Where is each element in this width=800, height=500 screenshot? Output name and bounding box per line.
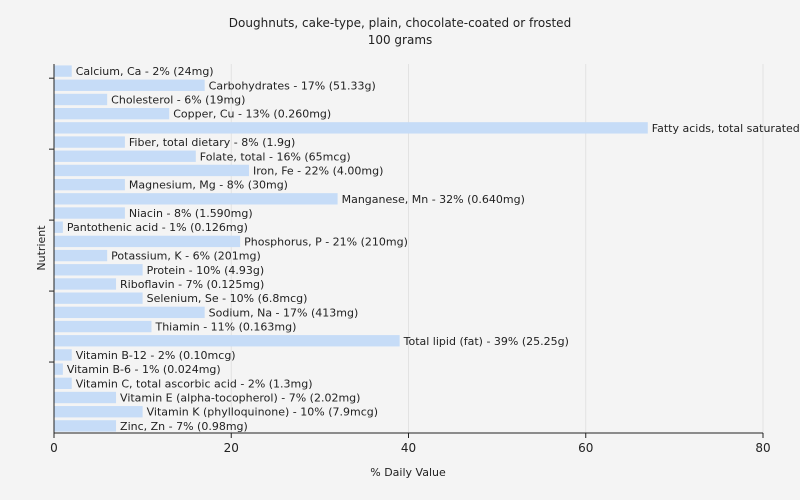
bar-label-22: Vitamin C, total ascorbic acid - 2% (1.3… <box>76 377 313 390</box>
bar-label-15: Riboflavin - 7% (0.125mg) <box>120 278 264 291</box>
bar-17 <box>54 306 205 319</box>
bars-group: Calcium, Ca - 2% (24mg)Carbohydrates - 1… <box>54 65 800 433</box>
bar-label-18: Thiamin - 11% (0.163mg) <box>154 321 296 334</box>
bar-12 <box>54 235 241 248</box>
bar-label-1: Carbohydrates - 17% (51.33g) <box>209 79 376 92</box>
bar-2 <box>54 93 108 106</box>
bar-1 <box>54 79 205 91</box>
bar-14 <box>54 264 143 276</box>
bar-label-13: Potassium, K - 6% (201mg) <box>111 250 261 263</box>
bar-label-5: Fiber, total dietary - 8% (1.9g) <box>129 136 295 149</box>
bar-label-17: Sodium, Na - 17% (413mg) <box>209 306 359 319</box>
bar-6 <box>54 150 196 162</box>
bar-7 <box>54 164 249 177</box>
axes-group: 0 20 40 60 80 <box>49 64 771 455</box>
bar-label-4: Fatty acids, total saturated - 67% (13.4… <box>652 122 800 135</box>
bar-label-9: Manganese, Mn - 32% (0.640mg) <box>342 193 525 206</box>
bar-13 <box>54 249 108 262</box>
x-tick-label-0: 0 <box>50 441 58 455</box>
bar-4 <box>54 122 648 134</box>
bar-20 <box>54 349 72 361</box>
bar-label-21: Vitamin B-6 - 1% (0.024mg) <box>67 363 221 376</box>
x-tick-label-80: 80 <box>755 441 770 455</box>
bar-label-19: Total lipid (fat) - 39% (25.25g) <box>403 335 569 348</box>
x-tick-label-20: 20 <box>224 441 239 455</box>
bar-0 <box>54 65 72 77</box>
x-tick-label-60: 60 <box>578 441 593 455</box>
bar-18 <box>54 320 152 333</box>
bar-label-3: Copper, Cu - 13% (0.260mg) <box>173 108 331 121</box>
bar-24 <box>54 406 143 418</box>
bar-5 <box>54 136 125 148</box>
bar-label-12: Phosphorus, P - 21% (210mg) <box>244 235 408 248</box>
bar-label-7: Iron, Fe - 22% (4.00mg) <box>253 164 383 177</box>
bar-10 <box>54 207 125 219</box>
bar-label-20: Vitamin B-12 - 2% (0.10mcg) <box>76 349 236 362</box>
bar-label-8: Magnesium, Mg - 8% (30mg) <box>129 179 288 192</box>
bar-8 <box>54 178 125 191</box>
y-axis-title: Nutrient <box>35 225 48 271</box>
bar-label-16: Selenium, Se - 10% (6.8mcg) <box>147 292 308 305</box>
x-tick-label-40: 40 <box>401 441 416 455</box>
bar-label-14: Protein - 10% (4.93g) <box>147 264 265 277</box>
bar-label-0: Calcium, Ca - 2% (24mg) <box>76 65 214 78</box>
bar-19 <box>54 335 400 347</box>
bar-9 <box>54 193 338 205</box>
bar-label-2: Cholesterol - 6% (19mg) <box>111 93 245 106</box>
bar-label-23: Vitamin E (alpha-tocopherol) - 7% (2.02m… <box>120 392 360 405</box>
bar-11 <box>54 221 63 233</box>
chart-title: Doughnuts, cake-type, plain, chocolate-c… <box>229 16 571 30</box>
bar-22 <box>54 377 72 390</box>
x-axis-title: % Daily Value <box>370 466 446 479</box>
bar-label-25: Zinc, Zn - 7% (0.98mg) <box>120 420 248 433</box>
bar-label-11: Pantothenic acid - 1% (0.126mg) <box>67 221 248 234</box>
chart-subtitle: 100 grams <box>368 33 433 47</box>
bar-21 <box>54 363 63 375</box>
bar-23 <box>54 391 117 404</box>
bar-16 <box>54 292 143 304</box>
bar-label-6: Folate, total - 16% (65mcg) <box>200 150 351 163</box>
bar-label-10: Niacin - 8% (1.590mg) <box>129 207 253 220</box>
bar-25 <box>54 420 117 432</box>
bar-3 <box>54 107 170 120</box>
bar-15 <box>54 278 117 290</box>
bar-label-24: Vitamin K (phylloquinone) - 10% (7.9mcg) <box>147 406 378 419</box>
